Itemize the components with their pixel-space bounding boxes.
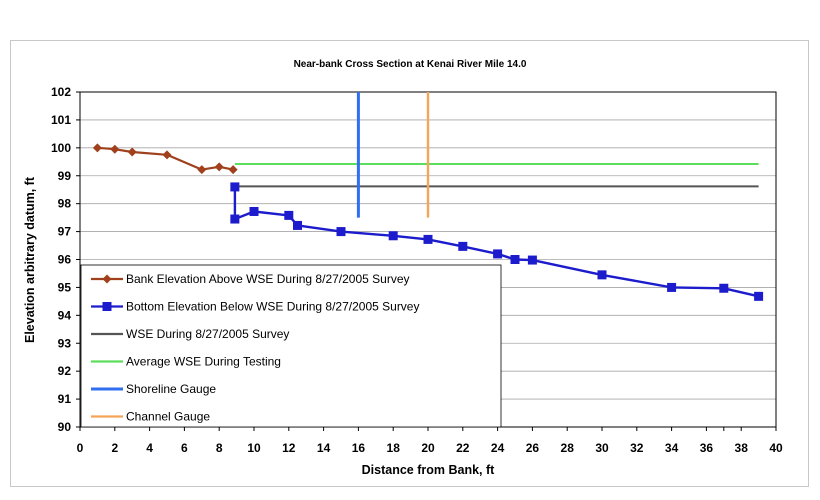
legend-wse-survey: WSE During 8/27/2005 Survey [91, 327, 289, 341]
legend-channel-gauge: Channel Gauge [91, 410, 210, 424]
legend-box [80, 264, 502, 428]
bank-elevation-point [110, 144, 120, 154]
x-tick-label: 30 [595, 441, 609, 455]
legend-bottom-elevation-label: Bottom Elevation Below WSE During 8/27/2… [126, 300, 419, 314]
series-layer [92, 92, 764, 301]
bottom-elevation-point [667, 282, 677, 292]
y-tick-label: 96 [58, 253, 72, 267]
bottom-elevation-series [230, 182, 764, 301]
bank-elevation-point [228, 165, 238, 175]
x-axis-label: Distance from Bank, ft [362, 463, 496, 477]
legend-shoreline-gauge-label: Shoreline Gauge [126, 382, 216, 396]
y-tick-label: 91 [58, 392, 72, 406]
x-tick-label: 0 [77, 441, 84, 455]
bank-elevation-point [214, 162, 224, 172]
legend-bottom-elevation: Bottom Elevation Below WSE During 8/27/2… [91, 300, 419, 314]
y-tick-label: 95 [58, 280, 72, 294]
bank-elevation-point [197, 165, 207, 175]
x-tick-label: 40 [769, 441, 783, 455]
bottom-elevation-point [527, 255, 537, 265]
x-tick-label: 4 [146, 441, 153, 455]
bottom-elevation-point [754, 291, 764, 301]
x-tick-label: 36 [700, 441, 714, 455]
y-tick-label: 92 [58, 364, 72, 378]
y-tick-label: 102 [51, 85, 71, 99]
bottom-elevation-series-line [233, 186, 759, 298]
x-tick-label: 8 [216, 441, 223, 455]
bank-elevation-series [92, 143, 238, 175]
x-tick-label: 24 [491, 441, 505, 455]
bottom-elevation-point [493, 249, 503, 259]
bottom-elevation-point [284, 210, 294, 220]
bottom-elevation-point [230, 214, 240, 224]
x-tick-label: 14 [317, 441, 331, 455]
legend-wse-survey-label: WSE During 8/27/2005 Survey [126, 327, 289, 341]
bottom-elevation-point [719, 283, 729, 293]
bottom-elevation-point [249, 206, 259, 216]
x-tick-label: 12 [282, 441, 296, 455]
legend-channel-gauge-label: Channel Gauge [126, 410, 210, 424]
x-tick-label: 16 [352, 441, 366, 455]
x-tick-label: 20 [421, 441, 435, 455]
bottom-elevation-point [423, 234, 433, 244]
chart-title: Near-bank Cross Section at Kenai River M… [294, 59, 527, 70]
y-tick-label: 90 [58, 420, 72, 434]
x-tick-label: 22 [456, 441, 470, 455]
bottom-elevation-point [293, 220, 302, 230]
y-tick-label: 93 [58, 336, 72, 350]
bottom-elevation-point [336, 227, 346, 237]
x-tick-label: 34 [665, 441, 679, 455]
legend-bank-elevation-label: Bank Elevation Above WSE During 8/27/200… [126, 272, 410, 286]
legend-bank-elevation: Bank Elevation Above WSE During 8/27/200… [91, 272, 410, 286]
bottom-elevation-point [230, 182, 240, 192]
bottom-elevation-point [388, 231, 398, 241]
x-tick-label: 26 [526, 441, 540, 455]
x-tick-label: 28 [561, 441, 575, 455]
x-tick-label: 2 [111, 441, 118, 455]
bank-elevation-series-line [97, 146, 234, 171]
bank-elevation-point [92, 143, 102, 153]
bottom-elevation-point [458, 241, 468, 251]
bank-elevation-point [162, 150, 172, 160]
legend-square-marker [102, 302, 112, 311]
bottom-elevation-point [597, 270, 607, 280]
x-tick-label: 32 [630, 441, 644, 455]
bank-elevation-point [127, 147, 137, 157]
y-tick-label: 94 [58, 308, 72, 322]
y-tick-label: 99 [58, 169, 72, 183]
legend-shoreline-gauge: Shoreline Gauge [91, 382, 216, 396]
legend-average-wse: Average WSE During Testing [91, 355, 281, 369]
y-tick-label: 101 [51, 113, 71, 127]
x-tick-label: 10 [247, 441, 261, 455]
bottom-elevation-point [510, 255, 520, 264]
x-tick-label: 38 [735, 441, 749, 455]
legend: Bank Elevation Above WSE During 8/27/200… [80, 264, 502, 428]
y-axis-label: Elevation arbitrary datum, ft [23, 176, 37, 343]
legend-diamond-marker [102, 274, 112, 284]
y-tick-label: 98 [58, 197, 72, 211]
x-tick-label: 18 [387, 441, 401, 455]
y-tick-label: 97 [58, 225, 72, 239]
y-tick-label: 100 [51, 141, 71, 155]
x-tick-label: 6 [181, 441, 188, 455]
legend-average-wse-label: Average WSE During Testing [126, 355, 281, 369]
